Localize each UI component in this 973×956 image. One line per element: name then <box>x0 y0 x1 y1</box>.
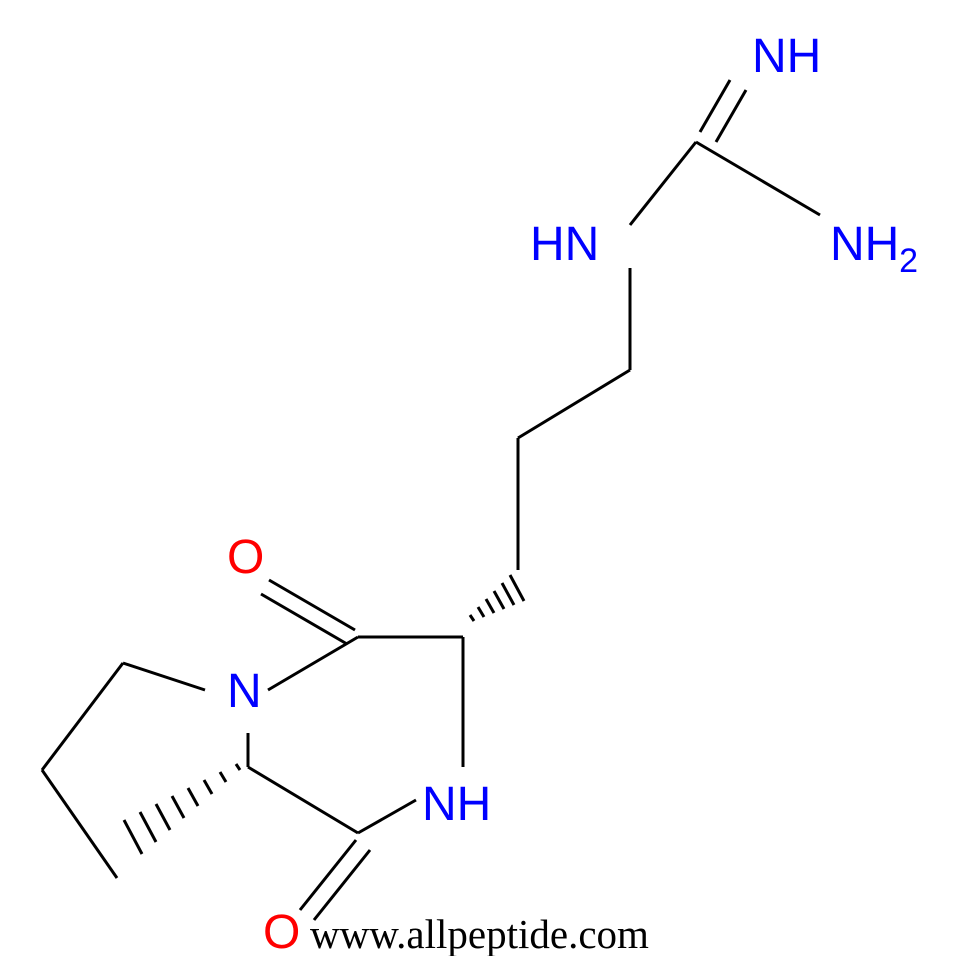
stereo-hash <box>478 607 484 617</box>
bond <box>300 840 356 910</box>
stereo-hash <box>236 764 240 770</box>
bond <box>42 770 117 878</box>
atom-label-NH_top: NH <box>752 30 821 83</box>
stereo-hash <box>156 804 170 830</box>
bond <box>518 370 630 438</box>
atom-label-O_bot: O <box>263 906 300 956</box>
atom-label-NH2-sub: 2 <box>899 242 918 280</box>
bond <box>42 663 123 770</box>
bond <box>268 637 358 690</box>
atom-label-NH_ring: NH <box>422 778 491 831</box>
watermark-text: www.allpeptide.com <box>310 911 649 956</box>
bond <box>696 142 820 215</box>
stereo-hash <box>510 575 524 601</box>
bond <box>248 767 358 833</box>
atom-label-NH2: NH <box>830 218 899 271</box>
stereo-hash <box>124 820 142 854</box>
stereo-hash <box>204 780 212 794</box>
bond <box>123 663 205 690</box>
stereo-hash <box>188 788 198 806</box>
bond <box>314 850 370 920</box>
atom-label-HN_left: HN <box>530 218 599 271</box>
stereo-hash <box>502 583 514 605</box>
atom-label-N_ring: N <box>227 665 262 718</box>
bond <box>630 142 696 225</box>
molecule-canvas: NHHNNH2ONNHO www.allpeptide.com <box>0 0 973 956</box>
bond <box>358 800 416 833</box>
stereo-hash <box>494 591 504 609</box>
stereo-hash <box>172 796 184 818</box>
stereo-hash <box>470 615 474 621</box>
atom-label-O_top: O <box>227 531 264 584</box>
stereo-hash <box>220 772 226 782</box>
stereo-hash <box>486 599 494 613</box>
stereo-hash <box>140 812 156 842</box>
